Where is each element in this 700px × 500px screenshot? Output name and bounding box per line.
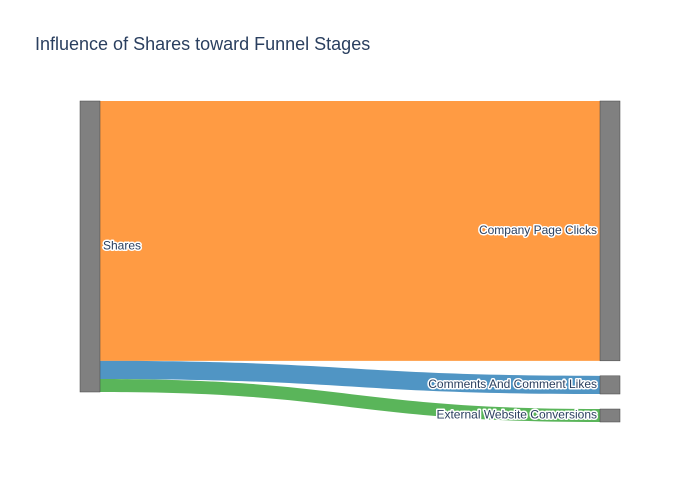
node-external[interactable]: [599, 408, 621, 423]
node-comments[interactable]: [599, 375, 621, 395]
link-shares-company[interactable]: [100, 101, 600, 361]
link-shares-external[interactable]: [100, 379, 600, 422]
link-shares-comments[interactable]: [100, 360, 600, 395]
labels-layer: Shares Company Page Clicks Comments And Co…: [102, 222, 599, 424]
links-layer: [100, 101, 600, 422]
node-shares[interactable]: [79, 100, 101, 393]
node-company[interactable]: [599, 100, 621, 362]
node-label-comments: Comments And Comment Likes: [428, 377, 597, 391]
nodes-layer: [79, 100, 621, 423]
node-label-company: Company Page Clicks: [479, 223, 597, 237]
node-label-shares: Shares: [103, 239, 141, 253]
chart-title: Influence of Shares toward Funnel Stages: [35, 34, 371, 54]
node-label-external: External Website Conversions: [436, 408, 597, 422]
